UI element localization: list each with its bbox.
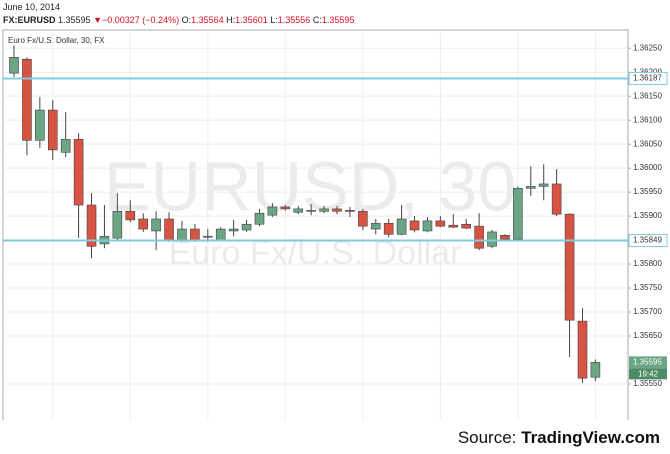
candle-body [370,222,381,230]
watermark: EURUSD, 30 [104,147,516,225]
candle-body [60,139,71,153]
candle-body [448,224,459,228]
candle-body [422,220,433,232]
source-name: TradingView.com [521,428,660,447]
candle-body [254,212,265,225]
candle-body [203,235,213,238]
candle-body [228,228,239,232]
candle-body [487,231,497,247]
source-prefix: Source: [457,428,522,447]
y-tick-label: 1.35800 [633,259,662,268]
price-line-tag [628,71,668,85]
chart: EURUSD, 30 Euro Fx/U.S. Dollar Euro Fx/U… [2,29,668,420]
candle-body [538,183,549,187]
down-arrow: ▼ [93,15,103,25]
candle-body [9,57,19,74]
candle-body [409,220,420,231]
candle-body [306,210,316,212]
source: Source: TradingView.com [458,428,660,448]
symbol: FX:EURUSD [3,15,56,25]
ohlc-value: 1.35595 [321,15,355,25]
candle-body [345,210,355,212]
candle-body [164,218,174,241]
price-line-label: 1.36187 [633,74,662,83]
y-tick-label: 1.36050 [633,139,662,148]
ohlc-label: L: [270,15,278,25]
last-price: 1.35595 [58,15,91,25]
date: June 10, 2014 [3,2,61,12]
candle-body [241,223,252,231]
y-tick-label: 1.36000 [633,163,662,172]
countdown-tag [629,368,667,380]
candle-body [190,228,200,241]
candle-body [47,109,58,151]
quote-bar: FX:EURUSD 1.35595 ▼−0.00327 (−0.24%) O:1… [3,15,354,25]
candle-body [215,228,226,241]
candle-body [590,362,601,378]
last-price-label: 1.35595 [633,357,662,366]
ohlc-label: O: [181,15,192,25]
candle-body [267,206,278,216]
candle-body [86,204,97,247]
candle-body [319,208,329,212]
price-line-label: 1.35849 [633,236,662,245]
candle-body [577,320,588,379]
candle-body [35,109,45,141]
y-tick-label: 1.36150 [633,91,662,100]
y-tick-label: 1.35900 [633,211,662,220]
y-tick-label: 1.36100 [633,115,662,124]
candle-body [525,186,536,189]
ohlc-label: H: [226,15,236,25]
candle-body [138,218,148,230]
candle-body [280,206,291,210]
chart-title: Euro Fx/U.S. Dollar, 30, FX [8,36,105,45]
plot-frame [2,29,629,420]
y-tick-label: 1.35650 [633,331,662,340]
candle-body [500,234,510,240]
candle-body [22,58,32,141]
candle-body [293,208,304,213]
ohlc-value: 1.35564 [191,15,224,25]
candle-body [332,208,342,212]
candle-body [125,210,136,221]
price-line-tag [628,234,668,248]
y-tick-label: 1.36250 [633,43,662,52]
candle-body [177,228,187,241]
y-tick-label: 1.36200 [633,67,662,76]
candle-body [564,213,575,321]
candle-body [73,139,84,206]
candle-body [461,223,472,229]
last-price-tag [629,356,667,369]
candle-body [513,187,523,240]
candle-body [383,222,394,235]
candle-body [151,218,161,232]
candle-body [358,210,368,227]
candle-body [435,220,446,227]
countdown: 19:42 [638,369,659,378]
candle-body [474,225,484,249]
y-tick-label: 1.35950 [633,187,662,196]
y-tick-label: 1.35550 [633,379,662,388]
candle-body [396,218,407,235]
y-tick-label: 1.35750 [633,283,662,292]
change: −0.00327 (−0.24%) [102,15,180,25]
y-tick-label: 1.35700 [633,307,662,316]
candle-body [551,183,562,215]
ohlc-label: C: [312,15,322,25]
ohlc-value: 1.35556 [277,15,311,25]
candle-body [112,210,123,239]
ohlc-value: 1.35601 [235,15,268,25]
